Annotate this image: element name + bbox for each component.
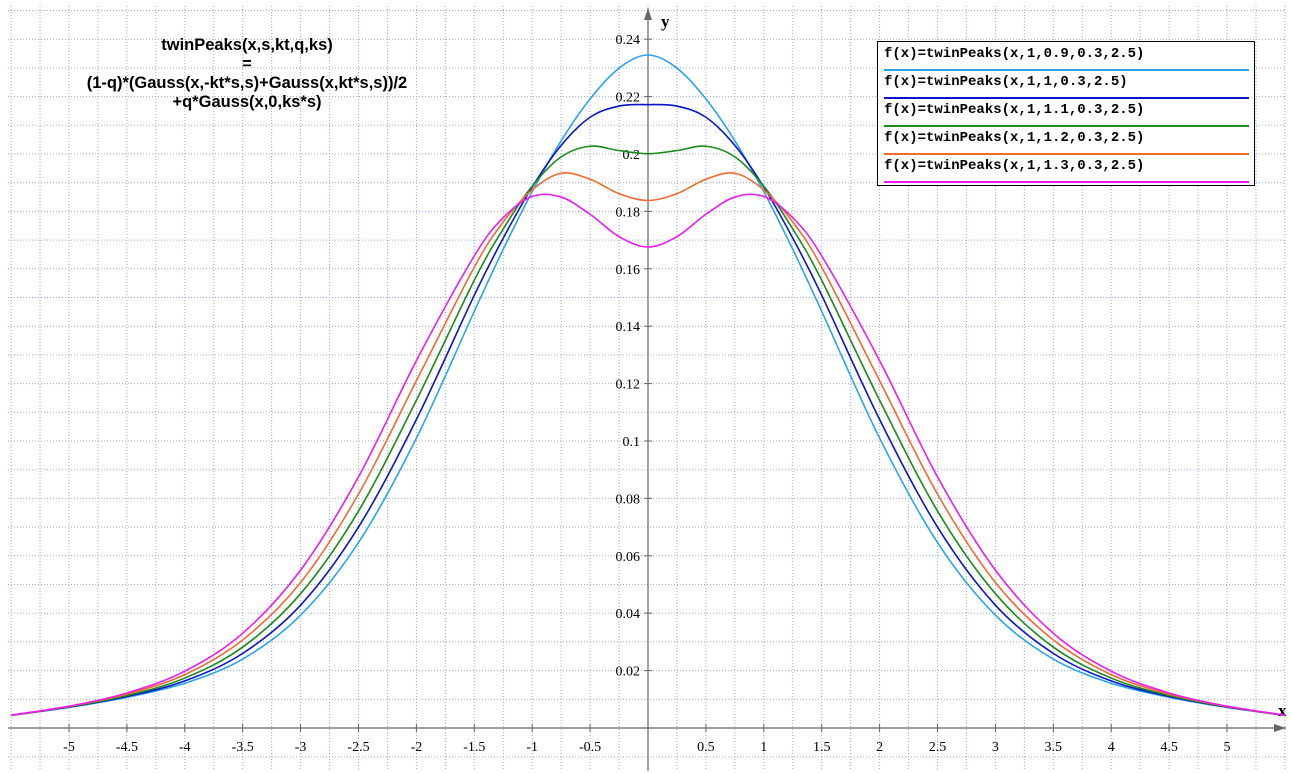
x-tick-label: 2 (876, 740, 883, 755)
tick-labels: -5 -4.5 -4 -3.5 -3 -2.5 -2 -1.5 -1 -0.5 0.5 1 1.5 2 2.… (63, 12, 1287, 755)
series-line-4 (10, 172, 1286, 717)
x-tick-label: 3 (992, 740, 999, 755)
x-tick-label: 4 (1108, 740, 1115, 755)
formula-line-1: twinPeaks(x,s,kt,q,ks) (161, 36, 333, 54)
x-tick-label: -4.5 (116, 740, 138, 755)
y-tick-label: 0.08 (616, 492, 641, 507)
y-tick-label: 0.06 (616, 550, 641, 565)
series-line-1 (10, 54, 1286, 717)
x-tick-label: 5 (1224, 740, 1231, 755)
x-tick-label: -2.5 (347, 740, 369, 755)
y-axis-label: y (661, 12, 670, 31)
y-tick-label: 0.22 (616, 91, 641, 106)
legend-item-2[interactable]: f(x)=twinPeaks(x,1,1,0.3,2.5) (884, 73, 1249, 99)
y-tick-label: 0.1 (623, 435, 641, 450)
x-tick-label: -2 (411, 740, 423, 755)
x-tick-label: 0.5 (697, 740, 715, 755)
y-tick-label: 0.02 (616, 665, 641, 680)
x-tick-label: -1.5 (463, 740, 485, 755)
formula-line-3: (1-q)*(Gauss(x,-kt*s,s)+Gauss(x,kt*s,s))… (86, 74, 408, 92)
series-line-5 (10, 193, 1286, 716)
legend-item-4[interactable]: f(x)=twinPeaks(x,1,1.2,0.3,2.5) (884, 129, 1249, 155)
y-tick-label: 0.14 (616, 320, 641, 335)
legend-item-3[interactable]: f(x)=twinPeaks(x,1,1.1,0.3,2.5) (884, 101, 1249, 127)
x-tick-label: 1 (760, 740, 767, 755)
x-tick-label: -0.5 (579, 740, 601, 755)
x-tick-label: -1 (526, 740, 538, 755)
y-tick-label: 0.16 (616, 263, 641, 278)
axes (8, 8, 1286, 771)
y-tick-label: 0.24 (616, 33, 641, 48)
series-line-3 (10, 145, 1286, 717)
y-tick-label: 0.2 (623, 148, 641, 163)
formula-line-4: +q*Gauss(x,0,ks*s) (172, 93, 322, 111)
formula-annotation: twinPeaks(x,s,kt,q,ks) = (1-q)*(Gauss(x,… (10, 36, 484, 112)
legend-item-1[interactable]: f(x)=twinPeaks(x,1,0.9,0.3,2.5) (884, 45, 1249, 71)
x-axis-arrow (1274, 724, 1286, 732)
x-tick-label: 4.5 (1160, 740, 1178, 755)
series-line-2 (10, 103, 1286, 717)
x-tick-label: 2.5 (929, 740, 947, 755)
y-tick-label: 0.18 (616, 205, 641, 220)
y-axis-arrow (644, 8, 652, 20)
y-tick-label: 0.12 (616, 378, 641, 393)
y-tick-label: 0.04 (616, 607, 641, 622)
x-tick-label: 1.5 (813, 740, 831, 755)
x-tick-label: -5 (63, 740, 75, 755)
x-tick-label: -4 (179, 740, 191, 755)
x-tick-label: -3 (295, 740, 307, 755)
legend-item-5[interactable]: f(x)=twinPeaks(x,1,1.3,0.3,2.5) (884, 157, 1249, 183)
x-axis-label: x (1278, 701, 1287, 720)
x-tick-label: -3.5 (232, 740, 254, 755)
x-tick-label: 3.5 (1045, 740, 1063, 755)
formula-line-2: = (242, 55, 252, 73)
series-lines (10, 54, 1286, 717)
legend: f(x)=twinPeaks(x,1,0.9,0.3,2.5) f(x)=twi… (877, 41, 1255, 186)
